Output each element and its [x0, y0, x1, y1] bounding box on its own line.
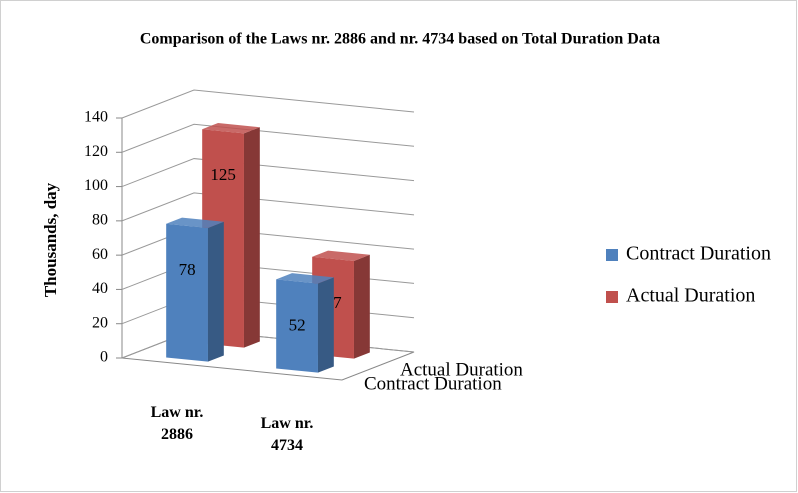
y-tick-label: 120	[84, 143, 108, 160]
bar-front	[166, 223, 208, 362]
bar-top	[276, 273, 334, 284]
value-label: 78	[179, 260, 196, 279]
depth-label: Contract Duration	[364, 373, 502, 394]
bar-side	[243, 127, 260, 348]
grid-line	[121, 192, 415, 222]
bar-side	[207, 221, 224, 362]
chart-title: Comparison of the Laws nr. 2886 and nr. …	[140, 31, 660, 48]
bar-top	[202, 123, 260, 134]
bar-front	[276, 279, 318, 373]
y-tick-label: 140	[84, 109, 108, 126]
legend-swatch	[606, 249, 618, 261]
x-tick-label: Law nr. 4734	[260, 414, 314, 454]
y-tick-label: 60	[92, 246, 108, 263]
value-label: 125	[210, 165, 236, 184]
grid-line	[121, 123, 415, 153]
legend-label: Actual Duration	[626, 285, 755, 307]
y-tick-label: 0	[100, 349, 108, 366]
y-axis-label: Thousands, day	[41, 182, 60, 297]
x-tick-label: Law nr. 2886	[150, 403, 204, 443]
bar-top	[166, 217, 224, 228]
y-tick-label: 40	[92, 280, 108, 297]
grid-line	[121, 158, 415, 188]
grid-line	[121, 89, 415, 119]
legend-swatch	[606, 291, 618, 303]
bar-side	[353, 254, 370, 359]
y-tick-label: 20	[92, 314, 108, 331]
y-tick-label: 100	[84, 177, 108, 194]
y-tick-label: 80	[92, 212, 108, 229]
bar-top	[312, 250, 370, 261]
legend-label: Contract Duration	[626, 243, 771, 265]
depth-label: Actual Duration	[400, 359, 523, 380]
value-label: 52	[289, 315, 306, 334]
bar-side	[317, 277, 334, 373]
